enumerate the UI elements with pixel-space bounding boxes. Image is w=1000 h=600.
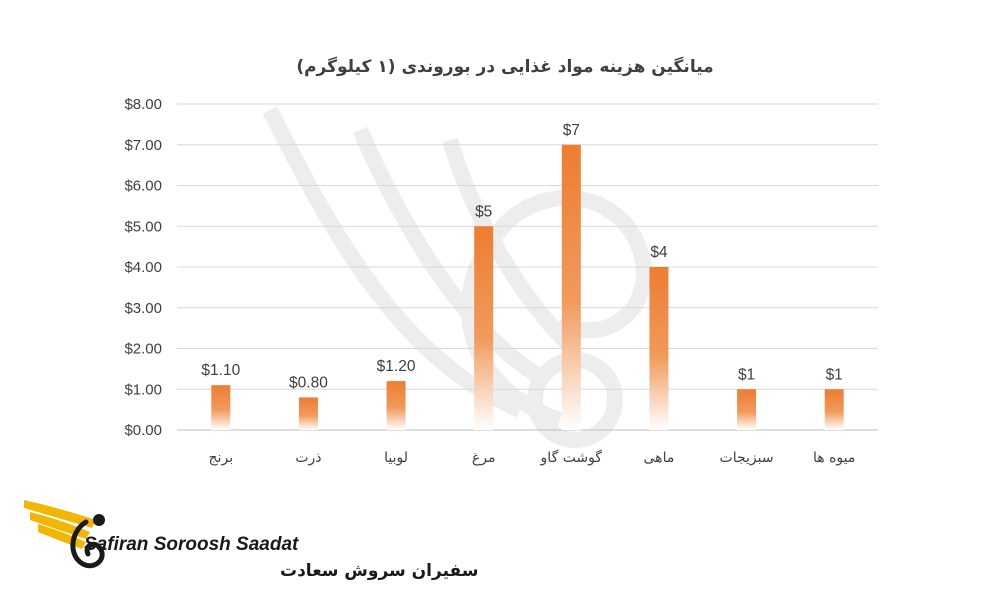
y-tick-label: $7.00 bbox=[124, 137, 162, 154]
data-label: $4 bbox=[650, 244, 668, 261]
bar bbox=[561, 144, 581, 430]
x-tick-label: گوشت گاو bbox=[540, 449, 603, 466]
bar bbox=[737, 389, 757, 430]
brand-name-fa: سفیران سروش سعادت bbox=[280, 561, 478, 581]
brand-name-en: Safiran Soroosh Saadat bbox=[84, 534, 299, 555]
y-tick-label: $3.00 bbox=[124, 300, 162, 317]
x-tick-label: سبزیجات bbox=[720, 450, 774, 466]
y-axis-ticks: $0.00 $1.00 $2.00 $3.00 $4.00 $5.00 $6.00 $7.00… bbox=[124, 96, 162, 439]
data-label: $1 bbox=[738, 366, 755, 383]
gridlines bbox=[177, 103, 878, 390]
y-tick-label: $8.00 bbox=[124, 96, 162, 113]
bar bbox=[298, 397, 318, 430]
data-label: $5 bbox=[475, 203, 492, 220]
wing-icon bbox=[24, 500, 105, 569]
y-tick-label: $2.00 bbox=[124, 341, 162, 358]
watermark-logo bbox=[262, 106, 652, 448]
bar bbox=[211, 385, 231, 430]
bar bbox=[386, 381, 406, 430]
y-tick-label: $6.00 bbox=[124, 178, 162, 195]
data-labels: $1.10 $0.80 $1.20 $5 $7 $4 $1 $1 bbox=[201, 122, 842, 392]
x-tick-label: برنج bbox=[209, 450, 234, 466]
x-tick-label: ماهی bbox=[644, 450, 675, 466]
bar bbox=[824, 389, 844, 430]
x-tick-label: میوه ها bbox=[813, 450, 855, 466]
chart-title: میانگین هزینه مواد غذایی در بوروندی (۱ ک… bbox=[296, 56, 713, 77]
y-tick-label: $4.00 bbox=[124, 259, 162, 276]
x-tick-label: مرغ bbox=[472, 450, 496, 466]
data-label: $1.10 bbox=[201, 362, 240, 379]
data-label: $0.80 bbox=[289, 374, 328, 391]
y-tick-label: $5.00 bbox=[124, 218, 162, 235]
data-label: $1 bbox=[826, 366, 843, 383]
data-label: $1.20 bbox=[377, 358, 416, 375]
y-tick-label: $1.00 bbox=[124, 381, 162, 398]
data-label: $7 bbox=[563, 122, 580, 139]
x-tick-label: ذرت bbox=[295, 450, 321, 466]
x-tick-label: لوبیا bbox=[384, 450, 408, 466]
brand-logo: Safiran Soroosh Saadat سفیران سروش سعادت bbox=[24, 500, 478, 581]
y-tick-label: $0.00 bbox=[124, 422, 162, 439]
bar bbox=[649, 267, 669, 430]
bars bbox=[211, 144, 844, 430]
x-axis-ticks: برنج ذرت لوبیا مرغ گوشت گاو ماهی سبزیجات میوه ه… bbox=[209, 449, 856, 466]
bar bbox=[474, 226, 494, 430]
